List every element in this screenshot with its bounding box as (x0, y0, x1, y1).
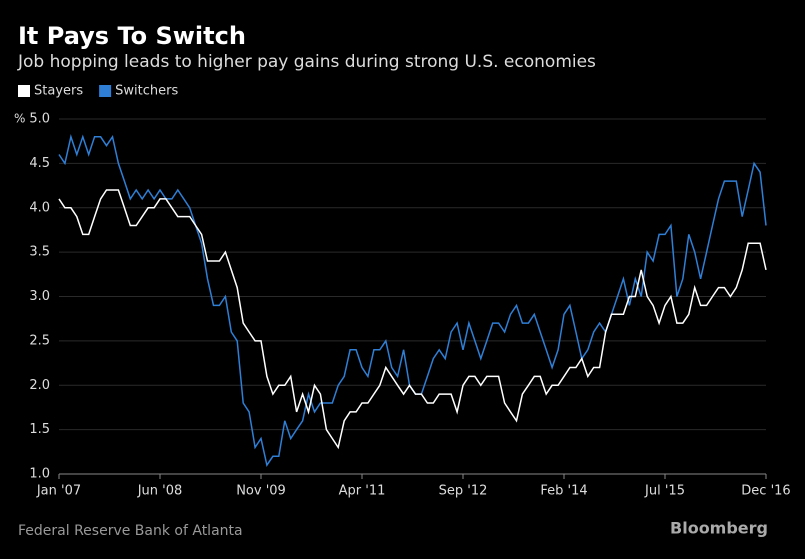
x-tick-label: Feb '14 (540, 484, 587, 499)
chart-subtitle: Job hopping leads to higher pay gains du… (17, 52, 596, 72)
x-tick-label: Apr '11 (339, 484, 386, 499)
x-tick-label: Jan '07 (36, 484, 81, 499)
legend-label: Stayers (34, 84, 83, 99)
x-tick-label: Jun '08 (137, 484, 183, 499)
chart-title: It Pays To Switch (18, 22, 246, 50)
x-tick-label: Sep '12 (439, 484, 488, 499)
y-tick-label: 4.5 (29, 156, 50, 171)
y-unit: % (14, 112, 25, 126)
legend-swatch (18, 85, 30, 97)
legend-swatch (99, 85, 112, 97)
y-tick-label: 2.0 (29, 378, 50, 393)
legend-label: Switchers (115, 84, 178, 99)
x-tick-label: Jul '15 (644, 484, 685, 499)
series-line (58, 189, 767, 450)
x-tick-label: Dec '16 (741, 484, 790, 499)
y-tick-label: 1.0 (29, 467, 50, 482)
x-tick-label: Nov '09 (236, 484, 286, 499)
y-tick-label: 2.5 (29, 333, 50, 348)
y-tick-label: 5.0 (29, 112, 50, 127)
y-tick-label: 4.0 (29, 200, 50, 215)
brand: Bloomberg (670, 519, 768, 538)
y-tick-label: 3.0 (29, 289, 50, 304)
y-tick-label: 3.5 (29, 245, 50, 260)
source: Federal Reserve Bank of Atlanta (18, 523, 243, 539)
y-tick-label: 1.5 (29, 422, 50, 437)
